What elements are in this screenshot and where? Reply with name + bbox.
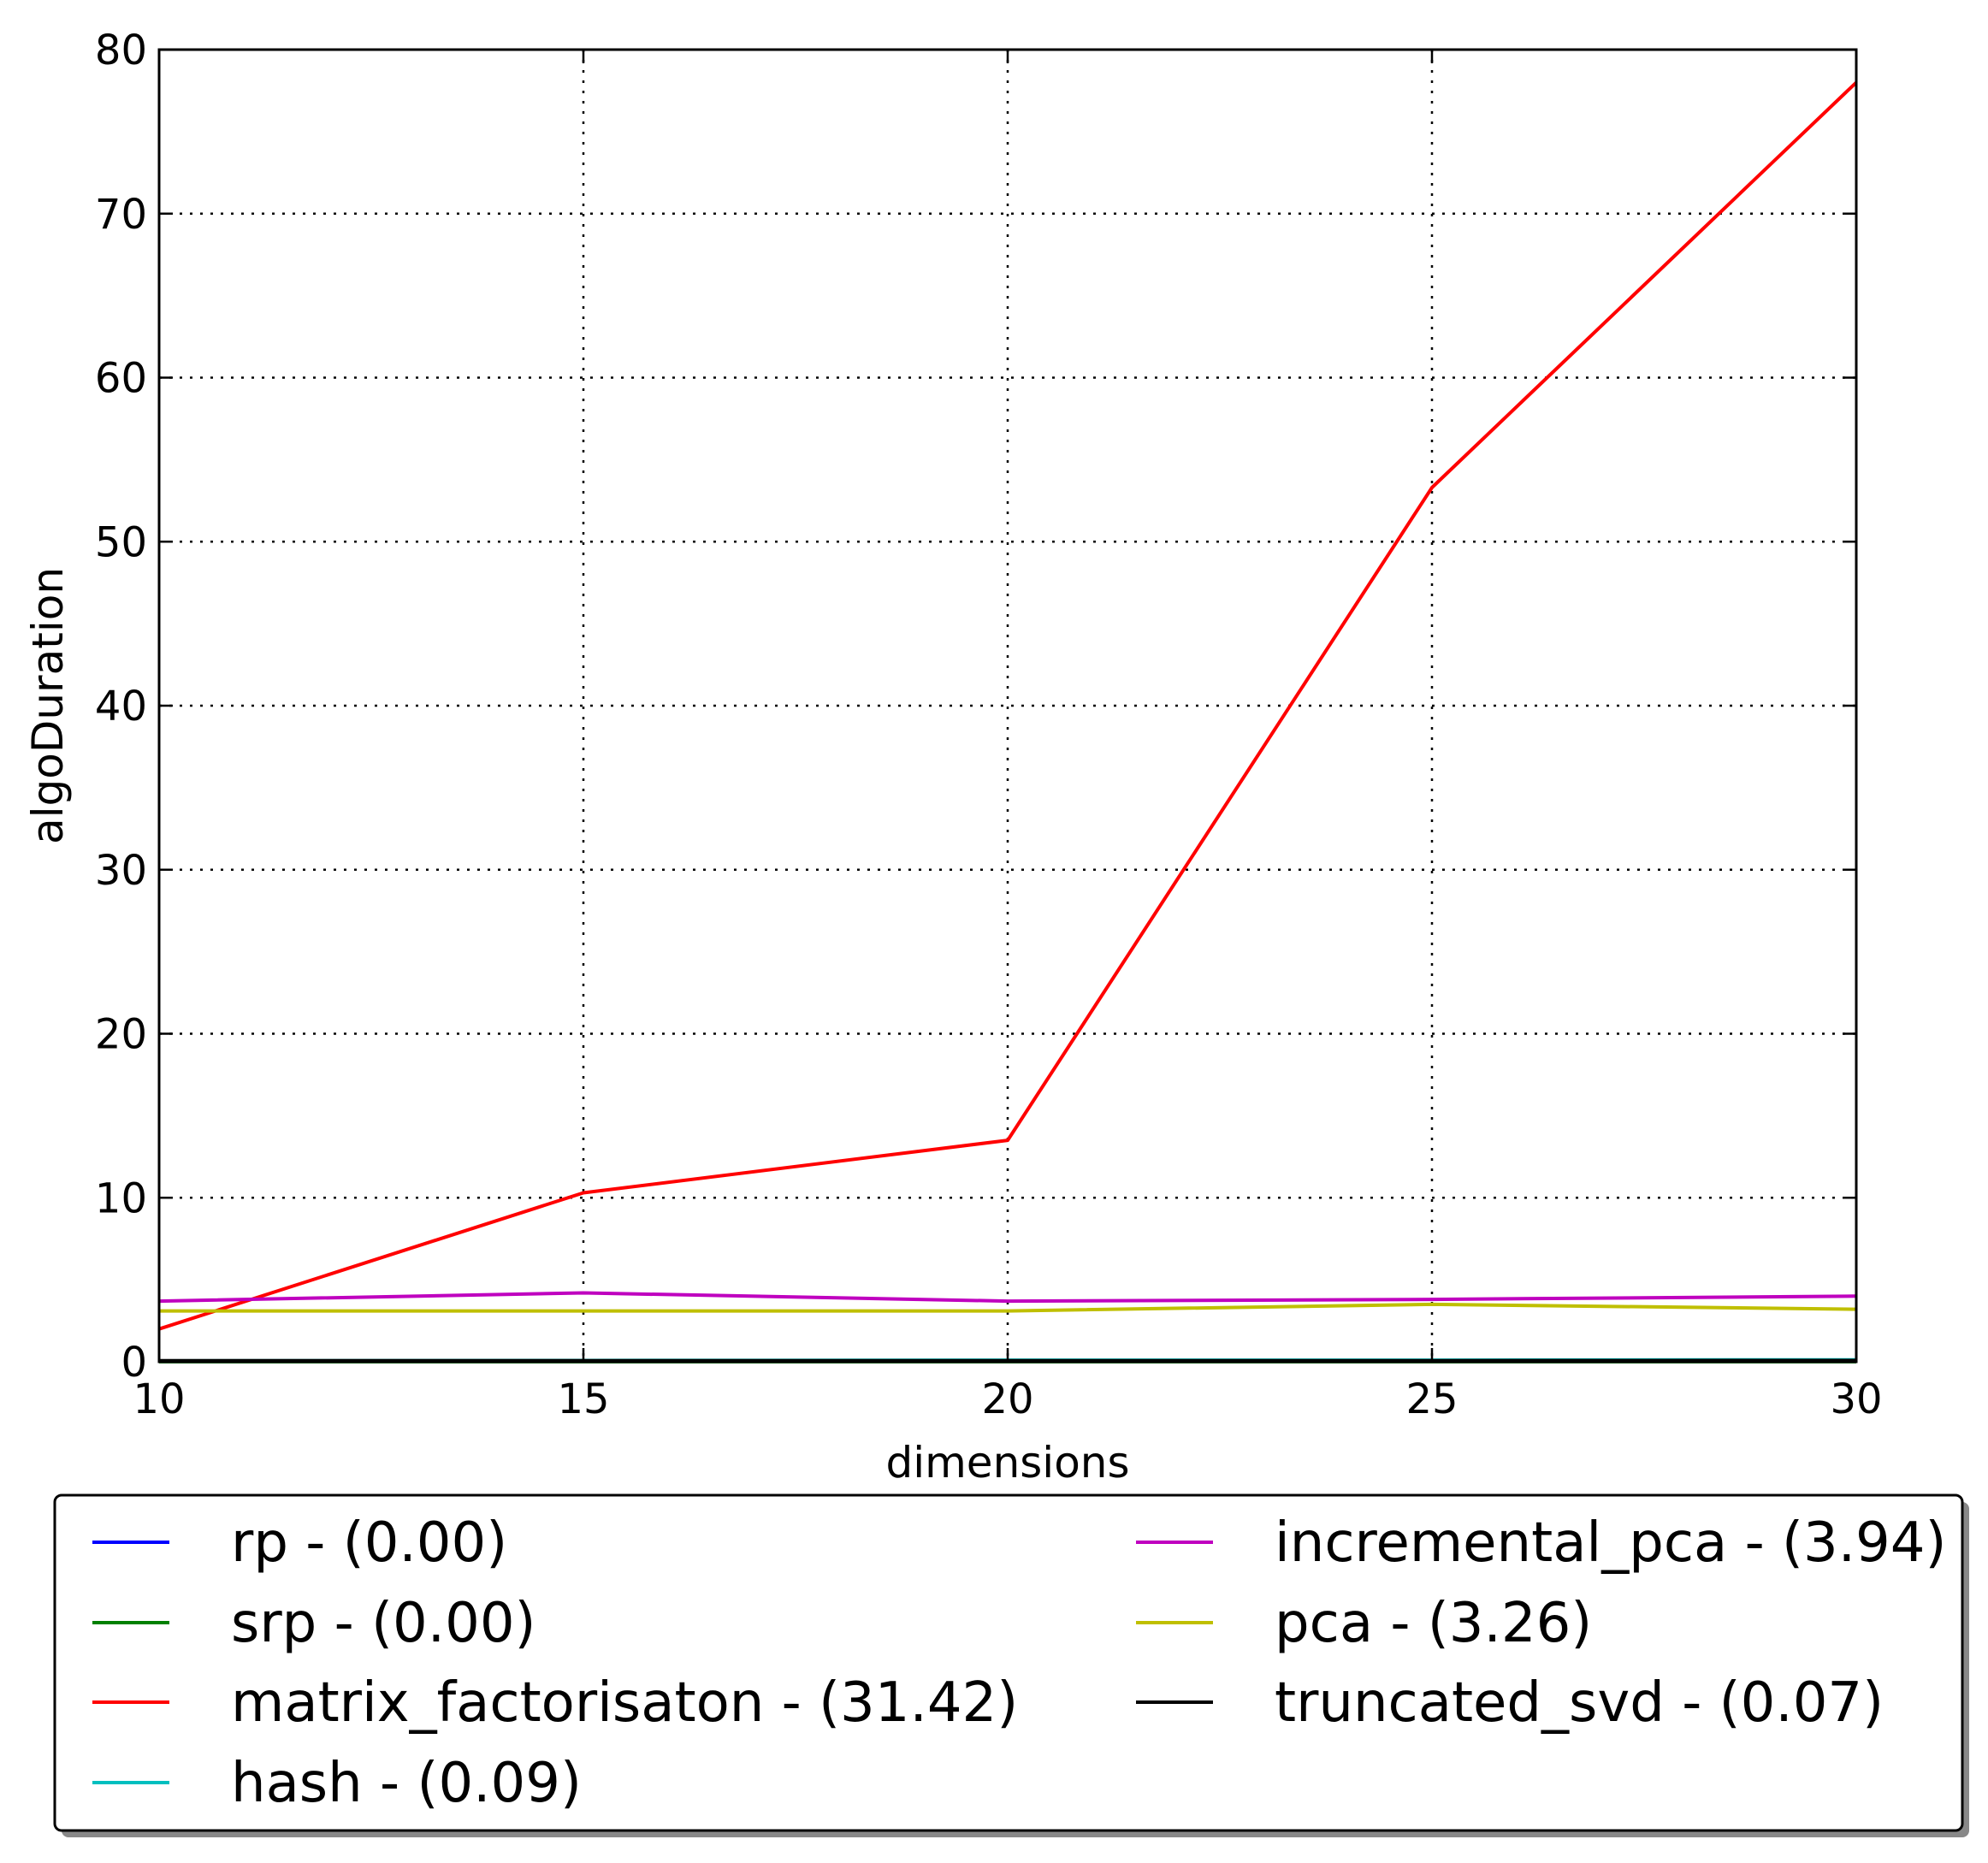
y-tick-label: 0 xyxy=(121,1339,147,1387)
y-tick-label: 40 xyxy=(95,683,147,730)
x-tick-label: 25 xyxy=(1405,1375,1458,1423)
y-tick-label: 60 xyxy=(95,355,147,403)
legend-label-pca: pca - (3.26) xyxy=(1275,1592,1592,1655)
series-line-matrix-factorisaton xyxy=(158,80,1858,1331)
series-line-incremental-pca xyxy=(158,1291,1857,1304)
y-tick-label: 50 xyxy=(95,518,147,566)
legend-label-incremental-pca: incremental_pca - (3.94) xyxy=(1275,1511,1946,1575)
legend-label-truncated-svd: truncated_svd - (0.07) xyxy=(1275,1671,1884,1735)
legend-label-matrix-factorisaton: matrix_factorisaton - (31.42) xyxy=(231,1671,1018,1735)
y-axis-label: algoDuration xyxy=(23,567,73,844)
legend-label-srp: srp - (0.00) xyxy=(231,1592,536,1655)
legend-box xyxy=(53,1493,1964,1832)
legend: rp - (0.00) srp - (0.00) matrix_factorisat… xyxy=(53,1493,1969,1837)
y-tick-label: 30 xyxy=(95,847,147,895)
x-axis-label: dimensions xyxy=(885,1438,1129,1487)
x-tick-label: 10 xyxy=(133,1375,185,1423)
x-tick-label: 15 xyxy=(557,1375,609,1423)
y-tick-label: 80 xyxy=(95,27,147,74)
y-tick-label: 20 xyxy=(95,1011,147,1059)
series-line-pca xyxy=(159,1302,1857,1313)
legend-items: rp - (0.00) srp - (0.00) matrix_factorisat… xyxy=(92,1511,1946,1815)
legend-label-rp: rp - (0.00) xyxy=(231,1511,507,1575)
legend-label-hash: hash - (0.09) xyxy=(231,1752,582,1815)
x-tick-label: 30 xyxy=(1830,1375,1882,1423)
y-tick-label: 10 xyxy=(95,1174,147,1222)
x-tick-label: 20 xyxy=(981,1375,1033,1423)
y-tick-label: 70 xyxy=(95,191,147,239)
